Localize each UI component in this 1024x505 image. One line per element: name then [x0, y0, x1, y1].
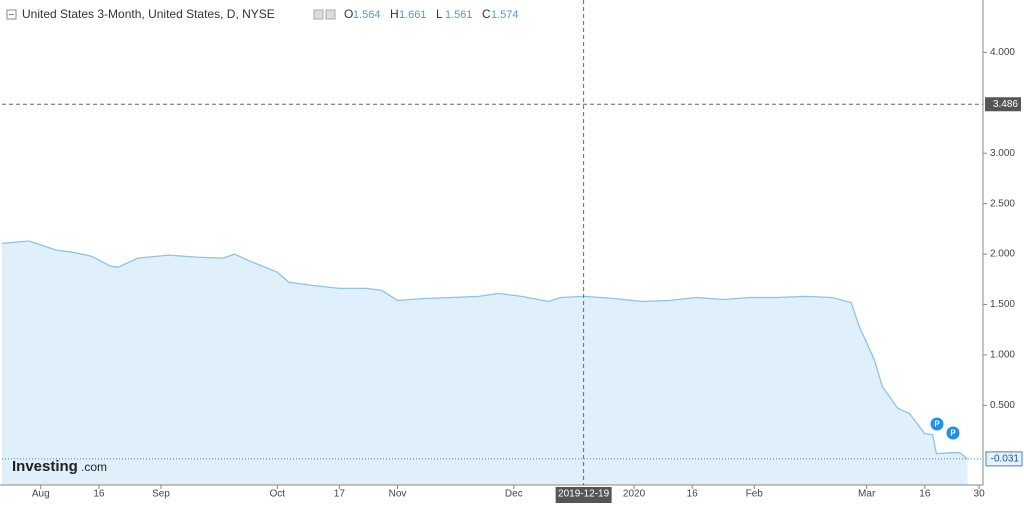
- last-price-label: -0.031: [991, 454, 1020, 465]
- watermark-brand: Investing: [12, 458, 78, 475]
- area: [2, 241, 968, 485]
- chart-title: United States 3-Month, United States, D,…: [22, 7, 275, 21]
- y-tick-label: 3.000: [990, 148, 1015, 159]
- ohlc-value: 1.661: [399, 9, 427, 21]
- x-tick-label: 17: [334, 489, 346, 500]
- y-tick-label: 0.500: [990, 400, 1015, 411]
- settings-icon[interactable]: [325, 9, 336, 20]
- last-price-box: [985, 451, 1023, 467]
- x-tick-label: Dec: [505, 489, 523, 500]
- event-marker: [946, 426, 960, 440]
- x-tick-label: 16: [93, 489, 105, 500]
- x-tick-label: Sep: [152, 489, 170, 500]
- line: [1, 240, 968, 460]
- x-tick-label: Nov: [389, 489, 407, 500]
- x-tick-label: Mar: [858, 489, 876, 500]
- ohlc-label: C: [482, 7, 491, 21]
- settings-icon[interactable]: [313, 9, 324, 20]
- event-marker-label: P: [950, 429, 956, 438]
- event-marker: [930, 417, 944, 431]
- ohlc-value: 1.561: [445, 9, 473, 21]
- ohlc-value: 1.574: [491, 9, 519, 21]
- plot: [1, 240, 968, 485]
- x-tick-label: Aug: [32, 489, 50, 500]
- watermark-domain: .com: [81, 460, 107, 474]
- crosshair-y-label: 3.486: [993, 99, 1018, 110]
- ohlc-label: L: [436, 7, 443, 21]
- x-tick-label: 2020: [623, 489, 646, 500]
- x-tick-label: Feb: [746, 489, 764, 500]
- ohlc-value: 1.564: [353, 9, 381, 21]
- x-tick-label: 16: [687, 489, 699, 500]
- x-tick-label: 30: [974, 489, 986, 500]
- collapse-icon[interactable]: [6, 9, 17, 20]
- crosshair-x-box: [555, 487, 612, 503]
- event-marker-label: P: [934, 420, 940, 429]
- y-tick-label: 1.000: [990, 350, 1015, 361]
- x-tick-label: Oct: [270, 489, 286, 500]
- y-tick-label: 2.500: [990, 198, 1015, 209]
- y-tick-label: 1.500: [990, 299, 1015, 310]
- ohlc-label: O: [344, 7, 353, 21]
- ohlc-label: H: [390, 7, 399, 21]
- x-tick-label: 16: [919, 489, 931, 500]
- crosshair-y-box: [985, 97, 1021, 112]
- y-tick-label: 2.000: [990, 249, 1015, 260]
- y-tick-label: 4.000: [990, 47, 1015, 58]
- crosshair-x-label: 2019-12-19: [558, 489, 610, 500]
